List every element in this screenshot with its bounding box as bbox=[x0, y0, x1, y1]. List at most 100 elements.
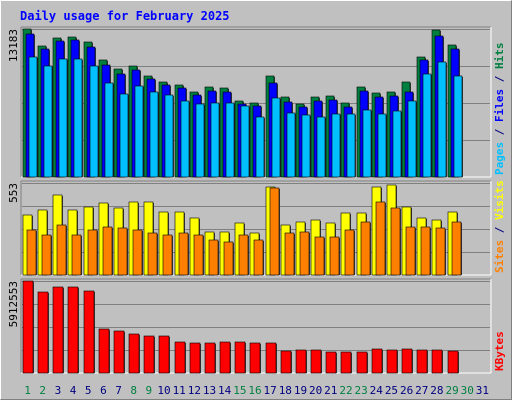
bar-kbytes-day-16 bbox=[249, 342, 261, 374]
bar-pages-day-21 bbox=[331, 113, 341, 178]
bar-kbytes-day-19 bbox=[295, 349, 307, 374]
bar-pages-day-11 bbox=[180, 100, 190, 178]
bar-pages-day-9 bbox=[149, 91, 159, 178]
bar-kbytes-day-12 bbox=[189, 342, 201, 374]
bar-pages-day-27 bbox=[422, 73, 432, 178]
bar-pages-day-6 bbox=[104, 82, 114, 178]
bar-kbytes-day-13 bbox=[204, 342, 216, 374]
bar-sites-day-14 bbox=[223, 241, 234, 276]
bar-sites-day-1 bbox=[26, 229, 37, 276]
x-tick-label: 29 bbox=[445, 384, 458, 397]
x-tick-label: 21 bbox=[324, 384, 337, 397]
x-tick-label: 1 bbox=[24, 384, 31, 397]
legend-part: Visits bbox=[493, 180, 506, 220]
x-tick-label: 16 bbox=[248, 384, 261, 397]
legend-part: / bbox=[493, 69, 506, 89]
bar-sites-day-18 bbox=[284, 232, 295, 276]
bar-sites-day-3 bbox=[56, 224, 67, 276]
bar-pages-day-5 bbox=[89, 65, 99, 178]
y-tick-label: 13183 bbox=[7, 29, 20, 62]
x-tick-label: 24 bbox=[370, 384, 384, 397]
bar-sites-day-12 bbox=[193, 234, 204, 276]
x-tick-label: 31 bbox=[476, 384, 489, 397]
bar-pages-day-3 bbox=[58, 58, 68, 178]
bar-sites-day-16 bbox=[253, 239, 264, 276]
bar-sites-day-10 bbox=[162, 234, 173, 276]
bar-sites-day-23 bbox=[360, 221, 371, 276]
legend-label: Sites / Visits bbox=[493, 180, 506, 273]
x-tick-label: 7 bbox=[115, 384, 122, 397]
bar-sites-day-5 bbox=[87, 229, 98, 276]
bar-pages-day-15 bbox=[240, 105, 250, 178]
bar-pages-day-12 bbox=[195, 103, 205, 178]
x-tick-label: 4 bbox=[70, 384, 77, 397]
chart-panels: 13183 Pages / Files / Hits 553 Sites / Visi… bbox=[7, 26, 506, 374]
x-tick-label: 3 bbox=[55, 384, 62, 397]
x-axis-labels: 1 2 3 4 5 6 7 8 9 10 11 12 13 14 15 16 17 18 19 20 21 22 23 24 2… bbox=[24, 384, 489, 397]
bar-pages-day-25 bbox=[392, 110, 402, 178]
bar-pages-day-2 bbox=[43, 65, 53, 178]
bar-pages-day-24 bbox=[377, 113, 387, 178]
bar-kbytes-day-17 bbox=[265, 342, 277, 374]
bar-pages-day-13 bbox=[210, 102, 220, 178]
bar-pages-day-10 bbox=[164, 94, 174, 178]
bar-sites-day-25 bbox=[390, 207, 401, 276]
bar-kbytes-day-14 bbox=[219, 341, 231, 374]
x-tick-label: 18 bbox=[279, 384, 292, 397]
bar-sites-day-29 bbox=[451, 221, 462, 276]
bar-sites-day-20 bbox=[314, 236, 325, 276]
bar-sites-day-11 bbox=[178, 232, 189, 276]
x-tick-label: 14 bbox=[218, 384, 232, 397]
legend-part: Sites bbox=[493, 240, 506, 273]
bar-sites-day-13 bbox=[208, 239, 219, 276]
x-tick-label: 23 bbox=[355, 384, 368, 397]
panel-hits-files-pages: 13183 Pages / Files / Hits bbox=[7, 26, 506, 178]
bar-kbytes-day-1 bbox=[22, 280, 34, 374]
bar-sites-day-17 bbox=[269, 187, 280, 276]
panel-visits-sites: 553 Sites / Visits bbox=[7, 180, 506, 276]
bar-kbytes-day-27 bbox=[416, 349, 428, 374]
bar-sites-day-26 bbox=[405, 226, 416, 276]
x-tick-label: 27 bbox=[415, 384, 428, 397]
bar-pages-day-7 bbox=[119, 93, 129, 178]
legend-part: / bbox=[493, 122, 506, 142]
bar-kbytes-day-23 bbox=[356, 351, 368, 374]
legend-part: Pages bbox=[493, 142, 506, 175]
bar-pages-day-19 bbox=[301, 114, 311, 178]
bar-kbytes-day-21 bbox=[325, 351, 337, 374]
bar-pages-day-26 bbox=[407, 100, 417, 178]
legend-part: / bbox=[493, 220, 506, 240]
bar-sites-day-24 bbox=[375, 201, 386, 276]
bar-kbytes-day-24 bbox=[371, 348, 383, 374]
bar-sites-day-9 bbox=[147, 232, 158, 276]
bar-sites-day-27 bbox=[420, 226, 431, 276]
x-tick-label: 25 bbox=[385, 384, 398, 397]
bar-kbytes-day-29 bbox=[447, 350, 459, 374]
x-tick-label: 12 bbox=[188, 384, 201, 397]
bar-kbytes-day-5 bbox=[83, 290, 95, 374]
x-tick-label: 9 bbox=[146, 384, 153, 397]
bar-sites-day-22 bbox=[344, 229, 355, 276]
bar-pages-day-22 bbox=[346, 113, 356, 178]
bar-kbytes-day-26 bbox=[401, 348, 413, 374]
x-tick-label: 30 bbox=[461, 384, 474, 397]
bar-kbytes-day-15 bbox=[234, 341, 246, 374]
bar-sites-day-4 bbox=[71, 234, 82, 276]
x-tick-label: 10 bbox=[157, 384, 170, 397]
panel-kbytes: 5912553 KBytes bbox=[7, 278, 506, 374]
bar-sites-day-8 bbox=[132, 229, 143, 276]
bar-kbytes-day-4 bbox=[67, 286, 79, 374]
bar-sites-day-15 bbox=[238, 234, 249, 276]
x-tick-label: 15 bbox=[233, 384, 246, 397]
bar-pages-day-4 bbox=[73, 58, 83, 178]
x-tick-label: 20 bbox=[309, 384, 322, 397]
bar-kbytes-day-8 bbox=[128, 333, 140, 374]
x-tick-label: 28 bbox=[430, 384, 443, 397]
x-tick-label: 22 bbox=[339, 384, 352, 397]
legend-part: Hits bbox=[493, 43, 506, 70]
bar-sites-day-7 bbox=[117, 227, 128, 276]
bar-kbytes-day-9 bbox=[143, 335, 155, 374]
bar-kbytes-day-3 bbox=[52, 286, 64, 374]
